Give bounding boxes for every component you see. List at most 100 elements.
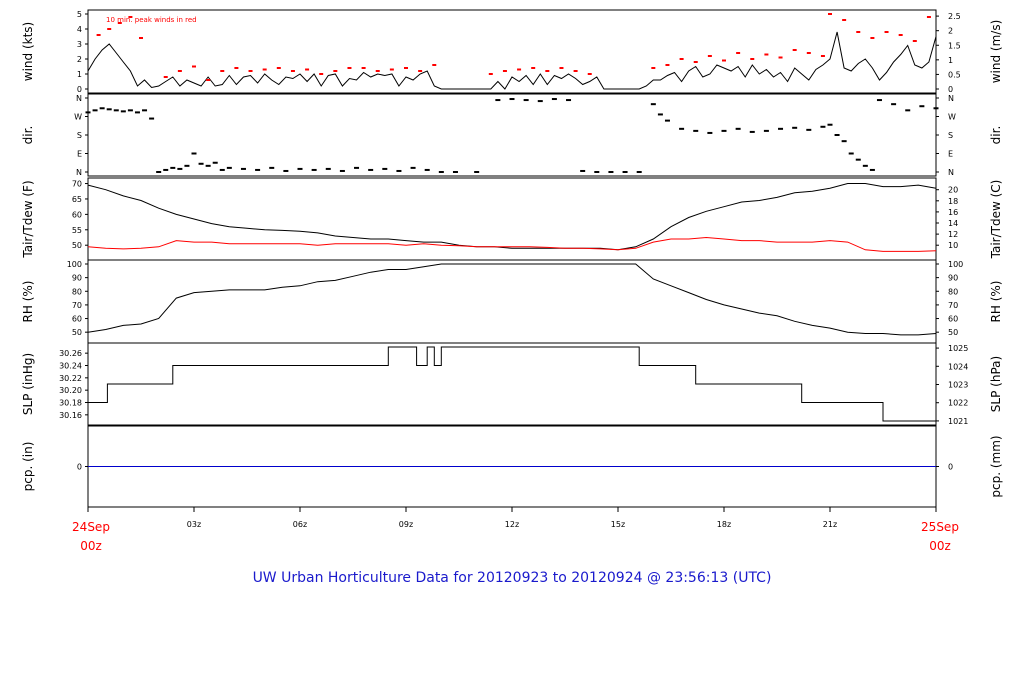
peak-wind-mark	[418, 70, 423, 72]
direction-mark	[763, 129, 769, 132]
direction-mark	[106, 108, 112, 111]
peak-wind-mark	[333, 70, 338, 72]
right-tick-label: 1021	[948, 417, 968, 426]
right-tick-label: 18	[948, 197, 958, 206]
panel-frame	[87, 259, 937, 344]
peak-wind-mark	[693, 61, 698, 63]
direction-mark	[297, 167, 303, 170]
peak-wind-mark	[319, 73, 324, 75]
x-axis: 03z 06z 09z 12z 15z 18z 21z 24Sep 00z 25Sep 00z	[72, 507, 959, 553]
x-tick-label: 18z	[717, 520, 731, 529]
right-tick-label: 1	[948, 56, 953, 65]
direction-mark	[566, 99, 572, 102]
direction-mark	[226, 166, 232, 169]
direction-mark	[834, 134, 840, 136]
peak-wind-mark	[926, 16, 931, 18]
direction-mark	[452, 171, 458, 173]
direction-mark	[622, 171, 628, 173]
x-tick-label: 15z	[611, 520, 625, 529]
right-tick-label: 100	[948, 260, 963, 269]
direction-mark	[919, 105, 925, 108]
right-tick-label: 1022	[948, 399, 968, 408]
right-tick-label: 10	[948, 241, 958, 250]
direction-mark	[156, 171, 162, 173]
peak-wind-mark	[347, 67, 352, 69]
left-tick-label: S	[77, 131, 82, 140]
peak-wind-mark	[764, 53, 769, 56]
peak-wind-mark	[707, 55, 712, 57]
direction-mark	[269, 166, 275, 169]
direction-mark	[891, 103, 897, 106]
left-tick-label: 70	[72, 180, 82, 189]
left-tick-label: 1	[77, 70, 82, 79]
right-tick-label: 1023	[948, 380, 968, 389]
peak-wind-mark	[206, 79, 211, 81]
direction-mark	[255, 168, 261, 171]
direction-mark	[792, 126, 798, 129]
peak-wind-mark	[651, 67, 656, 69]
peak-wind-mark	[177, 70, 182, 72]
direction-mark	[509, 98, 515, 101]
peak-wind-mark	[248, 70, 253, 72]
series-line-0	[88, 346, 936, 422]
end-hour-label: 00z	[929, 539, 951, 553]
right-tick-label: 14	[948, 219, 958, 228]
peak-wind-mark	[587, 73, 592, 75]
direction-mark	[325, 167, 331, 170]
start-hour-label: 00z	[80, 539, 102, 553]
right-tick-label: 16	[948, 208, 958, 217]
direction-mark	[841, 140, 847, 143]
right-tick-label: 20	[948, 186, 958, 195]
left-tick-label: 30.26	[59, 349, 82, 358]
end-date-label: 25Sep	[921, 520, 959, 534]
left-tick-label: E	[77, 150, 82, 159]
peak-wind-mark	[559, 67, 564, 69]
direction-mark	[636, 171, 642, 173]
direction-mark	[806, 128, 812, 131]
peak-wind-mark	[139, 37, 143, 39]
direction-mark	[438, 171, 444, 173]
direction-mark	[170, 166, 176, 169]
right-tick-label: 12	[948, 230, 958, 239]
direction-mark	[869, 168, 875, 171]
direction-mark	[339, 169, 345, 172]
direction-mark	[749, 130, 755, 133]
right-tick-label: 1.5	[948, 41, 961, 50]
direction-mark	[99, 107, 105, 110]
peak-wind-mark	[545, 70, 550, 72]
peak-wind-mark	[234, 67, 239, 69]
right-axis-label: pcp. (mm)	[989, 435, 1003, 497]
direction-mark	[657, 113, 663, 116]
right-axis-label: wind (m/s)	[989, 20, 1003, 84]
start-date-label: 24Sep	[72, 520, 110, 534]
left-tick-label: 4	[77, 25, 82, 34]
direction-mark	[707, 131, 713, 134]
direction-mark	[205, 164, 211, 167]
direction-mark	[149, 117, 155, 120]
right-axis-label: SLP (hPa)	[989, 356, 1003, 412]
direction-mark	[92, 109, 98, 112]
peak-wind-mark	[806, 52, 811, 54]
left-tick-label: 60	[72, 315, 82, 324]
right-tick-label: 1025	[948, 344, 968, 353]
panel-frame	[87, 9, 937, 94]
direction-mark	[410, 166, 416, 169]
peak-wind-mark	[828, 13, 832, 15]
right-tick-label: N	[948, 168, 954, 177]
direction-mark	[177, 167, 183, 170]
direction-mark	[693, 129, 699, 132]
direction-mark	[191, 152, 197, 155]
peak-wind-mark	[389, 68, 394, 71]
chart-title: UW Urban Horticulture Data for 20120923 …	[253, 570, 772, 586]
peak-wind-mark	[531, 67, 536, 69]
peak-wind-mark	[884, 31, 889, 33]
panel-3: 50 60 70 80 90 100 50 60 70 80 90 100 RH (%) RH (%)	[21, 259, 1003, 344]
series-line-0	[87, 183, 937, 251]
direction-mark	[474, 171, 480, 173]
right-tick-label: S	[948, 131, 953, 140]
peak-wind-mark	[220, 70, 225, 72]
peak-wind-mark	[750, 58, 755, 60]
peak-wind-mark	[117, 22, 122, 24]
left-tick-label: 60	[72, 210, 82, 219]
